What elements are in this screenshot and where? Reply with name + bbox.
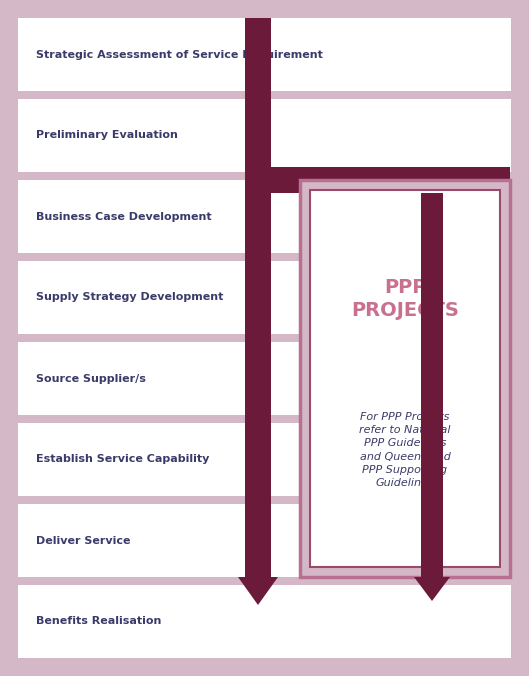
Text: Supply Strategy Development: Supply Strategy Development bbox=[36, 293, 223, 302]
Bar bbox=[300, 180, 510, 577]
Bar bbox=[421, 193, 443, 577]
Bar bbox=[18, 342, 511, 415]
Text: Strategic Assessment of Service Requirement: Strategic Assessment of Service Requirem… bbox=[36, 49, 323, 59]
Bar bbox=[18, 99, 511, 172]
Text: Benefits Realisation: Benefits Realisation bbox=[36, 617, 161, 627]
Text: Deliver Service: Deliver Service bbox=[36, 535, 131, 546]
Bar bbox=[18, 423, 511, 496]
Polygon shape bbox=[238, 577, 278, 605]
Text: Preliminary Evaluation: Preliminary Evaluation bbox=[36, 130, 178, 141]
Bar bbox=[18, 585, 511, 658]
Text: PPP
PROJECTS: PPP PROJECTS bbox=[351, 278, 459, 320]
Bar bbox=[18, 504, 511, 577]
Bar bbox=[18, 261, 511, 334]
Bar bbox=[245, 18, 271, 577]
Bar bbox=[245, 167, 510, 193]
Text: Business Case Development: Business Case Development bbox=[36, 212, 212, 222]
Bar bbox=[18, 180, 511, 253]
Bar bbox=[18, 18, 511, 91]
Polygon shape bbox=[414, 577, 450, 601]
Text: For PPP Projects
refer to National
PPP Guidelines
and Queensland
PPP Supporting
: For PPP Projects refer to National PPP G… bbox=[359, 412, 451, 488]
Text: Source Supplier/s: Source Supplier/s bbox=[36, 374, 146, 383]
Bar bbox=[310, 190, 500, 567]
Text: Establish Service Capability: Establish Service Capability bbox=[36, 454, 209, 464]
